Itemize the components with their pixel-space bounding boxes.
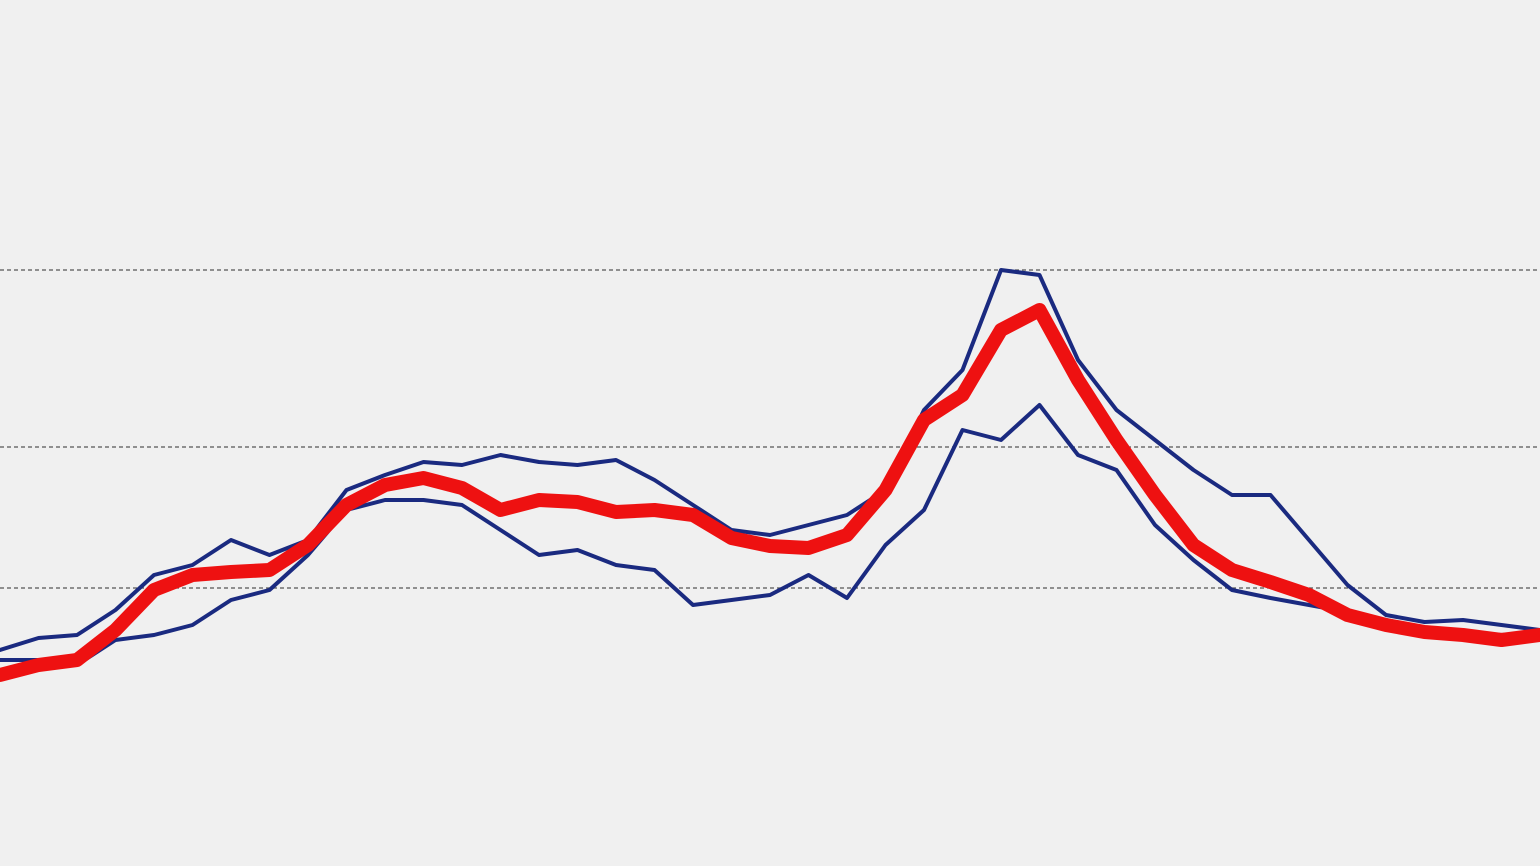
line-series: [0, 268, 1540, 652]
line-series: [0, 403, 1540, 667]
line-series: [0, 303, 1540, 682]
